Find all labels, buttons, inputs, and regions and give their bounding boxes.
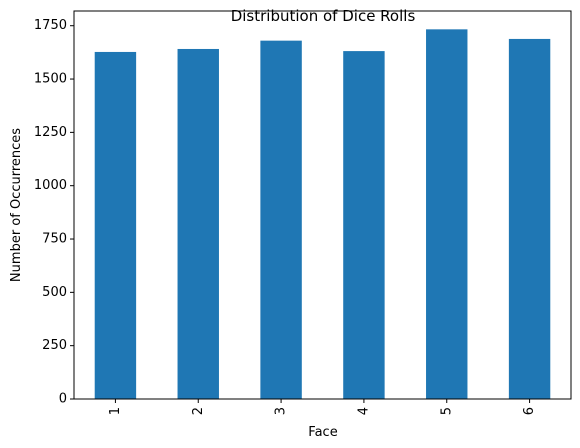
y-tick-label-0: 0 [59, 392, 67, 407]
x-tick-label-1: 1 [108, 407, 123, 415]
y-axis: 0 250 500 750 1000 1250 1500 1750 [34, 18, 74, 407]
y-tick-label-1750: 1750 [34, 18, 67, 33]
y-tick-label-250: 250 [42, 338, 67, 353]
y-tick-label-1250: 1250 [34, 125, 67, 140]
x-axis: 1 2 3 4 5 6 [108, 399, 537, 415]
x-tick-label-5: 5 [439, 407, 454, 415]
bar-face-6 [508, 38, 551, 399]
y-tick-label-500: 500 [42, 285, 67, 300]
y-tick-label-1000: 1000 [34, 178, 67, 193]
bar-face-4 [343, 51, 385, 399]
bar-face-3 [260, 40, 302, 400]
x-tick-label-6: 6 [522, 407, 537, 415]
plot-frame [73, 10, 572, 400]
y-axis-label: Number of Occurrences [9, 128, 24, 282]
bar-face-1 [94, 51, 137, 399]
x-tick-label-3: 3 [274, 407, 289, 415]
x-tick-label-2: 2 [191, 407, 206, 415]
x-tick-label-4: 4 [356, 407, 371, 415]
y-tick-label-1500: 1500 [34, 72, 67, 87]
bars-group [94, 29, 551, 400]
y-tick-label-750: 750 [42, 232, 67, 247]
chart-title: Distribution of Dice Rolls [231, 7, 416, 25]
bar-face-5 [426, 29, 468, 400]
bar-face-2 [177, 48, 219, 399]
x-axis-label: Face [308, 425, 337, 440]
